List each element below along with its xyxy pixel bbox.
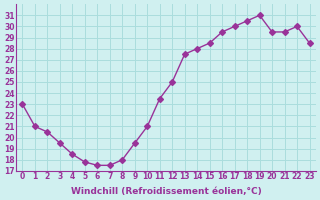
X-axis label: Windchill (Refroidissement éolien,°C): Windchill (Refroidissement éolien,°C) — [71, 187, 261, 196]
